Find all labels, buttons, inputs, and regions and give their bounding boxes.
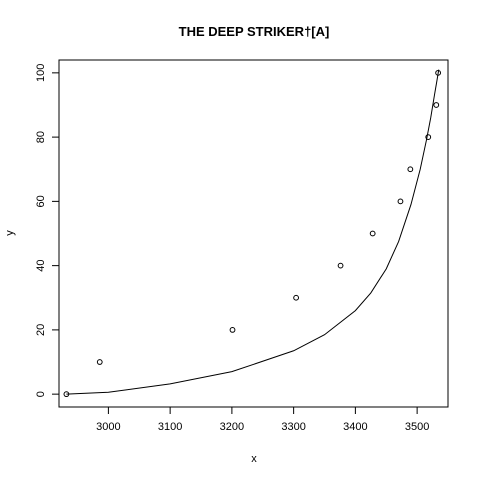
y-axis: 0 20 40 60 80 100 [35,64,60,397]
x-axis: 3000 3100 3200 3300 3400 3500 [96,406,429,433]
x-tick-label: 3500 [405,421,429,433]
y-tick-label: 100 [35,64,47,82]
data-points [63,69,442,398]
y-axis-label: y [4,230,16,236]
y-tick-label: 60 [35,195,47,207]
data-point [369,230,376,237]
y-tick-label: 80 [35,131,47,143]
x-tick-label: 3400 [343,421,367,433]
data-point [433,102,440,108]
y-tick-label: 0 [35,391,47,397]
data-point [425,134,432,141]
data-point [407,166,414,173]
chart-title: THE DEEP STRIKER†[A] [179,24,330,39]
data-point [337,262,344,269]
data-point [293,294,300,301]
data-point [229,326,236,333]
x-tick-label: 3300 [281,421,305,433]
y-tick-label: 40 [35,260,47,272]
plot-frame [58,59,449,408]
data-point [397,198,404,205]
data-point [435,69,442,76]
data-point [63,391,70,398]
x-axis-label: x [251,453,257,465]
x-tick-label: 3100 [158,421,182,433]
y-tick-label: 20 [35,324,47,336]
x-tick-label: 3000 [96,421,120,433]
data-point [96,359,103,365]
fitted-curve [66,69,440,395]
x-tick-label: 3200 [220,421,244,433]
